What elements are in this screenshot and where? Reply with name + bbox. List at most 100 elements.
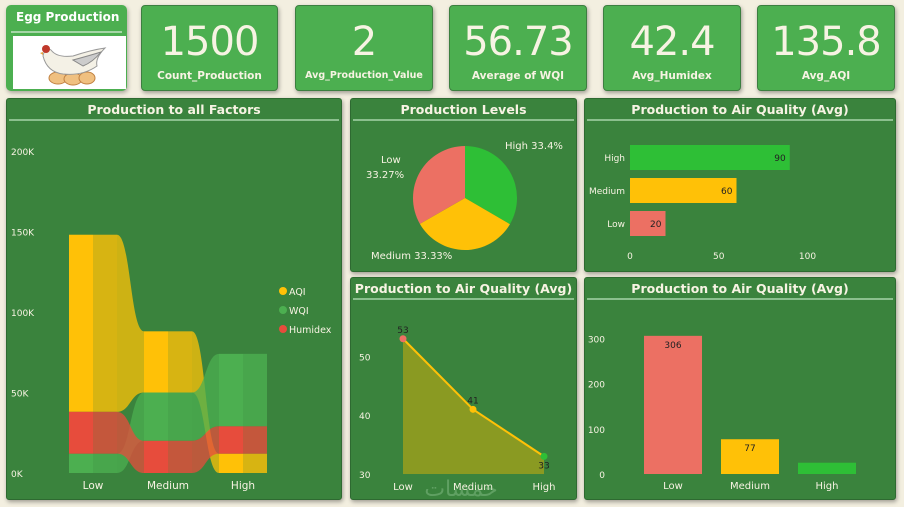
y-tick-label: High bbox=[604, 154, 625, 164]
pie-label-medium: Medium 33.33% bbox=[371, 251, 452, 262]
x-tick-label: Medium bbox=[147, 480, 189, 492]
x-tick-label: Low bbox=[83, 480, 104, 492]
line-chart: 30 40 50 53 Low 41 Medium 33 High خمسات bbox=[359, 326, 556, 502]
pie-slice-high bbox=[465, 146, 517, 225]
kpi-value: 42.4 bbox=[629, 19, 715, 65]
area-fill bbox=[403, 338, 544, 474]
chart-title: Production Levels bbox=[353, 99, 574, 121]
pie-label-low-pct: 33.27% bbox=[366, 170, 404, 181]
chart-title: Production to all Factors bbox=[9, 99, 339, 121]
bar-segment-aqi bbox=[69, 234, 93, 412]
x-tick-label: Medium bbox=[730, 481, 770, 492]
bar-segment-humidex bbox=[168, 440, 192, 473]
y-tick-label: 40 bbox=[359, 412, 371, 422]
legend-label: AQI bbox=[289, 287, 306, 298]
kpi-value: 135.8 bbox=[771, 19, 882, 65]
kpi-label: Average of WQI bbox=[471, 70, 565, 82]
hbar-chart: 90 High 60 Medium 20 Low 0 50 100 bbox=[589, 145, 816, 262]
bar-segment-humidex bbox=[93, 411, 117, 454]
ribbon-humidex bbox=[117, 411, 144, 473]
x-tick-label: 50 bbox=[713, 252, 725, 262]
column-chart: 0 100 200 300 306 Low 77 Medium High bbox=[588, 335, 856, 492]
panel-air-quality-hbar: Production to Air Quality (Avg) 90 High 60… bbox=[584, 98, 896, 272]
legend-label: WQI bbox=[289, 306, 309, 317]
hen-on-eggs-icon bbox=[13, 36, 126, 89]
ribbon-humidex bbox=[192, 426, 219, 473]
data-point bbox=[469, 405, 477, 413]
pie-chart: High 33.4% Medium 33.33% Low 33.27% bbox=[366, 141, 563, 262]
bar-high bbox=[798, 462, 856, 474]
data-point bbox=[540, 452, 548, 460]
x-tick-label: Medium bbox=[453, 482, 493, 493]
bar-segment-aqi bbox=[243, 453, 267, 473]
bar-medium bbox=[721, 439, 779, 474]
kpi-average-wqi: 56.73 Average of WQI bbox=[449, 5, 587, 91]
watermark: خمسات bbox=[424, 477, 497, 499]
chart-title: Production to Air Quality (Avg) bbox=[587, 99, 893, 121]
kpi-value: 1500 bbox=[160, 19, 260, 65]
bar-segment-humidex bbox=[69, 411, 93, 454]
panel-air-quality-line: Production to Air Quality (Avg) 30 40 50 53… bbox=[350, 277, 577, 502]
y-tick-label: 30 bbox=[359, 471, 371, 481]
bar-segment-humidex bbox=[144, 440, 168, 473]
data-label: 53 bbox=[397, 326, 408, 336]
bar-segment-wqi bbox=[69, 453, 93, 473]
title-divider bbox=[11, 31, 122, 33]
x-tick-label: 100 bbox=[799, 252, 816, 262]
chart-title: Production to Air Quality (Avg) bbox=[587, 278, 893, 300]
data-label: 306 bbox=[664, 341, 681, 351]
x-tick-label: High bbox=[231, 480, 255, 492]
data-label: 41 bbox=[467, 396, 478, 406]
kpi-value: 56.73 bbox=[463, 19, 574, 65]
y-tick-label: 300 bbox=[588, 336, 605, 346]
bar-segment-aqi bbox=[144, 331, 168, 393]
bar-segment-wqi bbox=[219, 353, 243, 427]
legend-marker bbox=[279, 306, 287, 314]
bar-medium bbox=[630, 178, 737, 203]
data-label: 60 bbox=[721, 187, 733, 197]
kpi-avg-humidex: 42.4 Avg_Humidex bbox=[603, 5, 741, 91]
kpi-label: Count_Production bbox=[157, 70, 262, 82]
ribbon-chart: 0K 50K 100K 150K 200K Low Medium High AQI WQI Humi… bbox=[11, 148, 332, 492]
bar-low bbox=[644, 335, 702, 474]
bar-segment-wqi bbox=[93, 453, 117, 473]
pie-label-high: High 33.4% bbox=[505, 141, 563, 152]
y-tick-label: 200 bbox=[588, 381, 605, 391]
x-tick-label: Low bbox=[393, 482, 413, 493]
bar-high bbox=[630, 145, 790, 170]
app-title: Egg Production bbox=[16, 10, 120, 24]
chart-title: Production to Air Quality (Avg) bbox=[353, 278, 574, 300]
legend-marker bbox=[279, 325, 287, 333]
y-tick-label: 0 bbox=[599, 471, 605, 481]
y-tick-label: 200K bbox=[11, 148, 35, 158]
y-tick-label: 0K bbox=[11, 470, 24, 480]
logo-card: Egg Production bbox=[6, 5, 127, 91]
y-tick-label: 100K bbox=[11, 309, 35, 319]
bar-segment-wqi bbox=[168, 392, 192, 441]
panel-air-quality-column: Production to Air Quality (Avg) 0 100 200 3… bbox=[584, 277, 896, 500]
y-tick-label: 50 bbox=[359, 353, 371, 363]
kpi-value: 2 bbox=[351, 19, 377, 65]
bar-segment-wqi bbox=[243, 353, 267, 427]
y-tick-label: 100 bbox=[588, 426, 605, 436]
bar-segment-humidex bbox=[219, 426, 243, 454]
x-tick-label: High bbox=[533, 482, 556, 493]
y-tick-label: 150K bbox=[11, 229, 35, 239]
legend-label: Humidex bbox=[289, 325, 332, 336]
bar-segment-aqi bbox=[168, 331, 192, 393]
x-tick-label: 0 bbox=[627, 252, 633, 262]
pie-slice-low bbox=[413, 146, 465, 224]
bar-low bbox=[630, 211, 666, 236]
bar-segment-wqi bbox=[144, 392, 168, 441]
bar-segment-aqi bbox=[93, 234, 117, 412]
kpi-count-production: 1500 Count_Production bbox=[141, 5, 278, 91]
data-label: 33 bbox=[538, 461, 549, 471]
ribbon-aqi bbox=[117, 234, 144, 412]
y-tick-label: Medium bbox=[589, 187, 625, 197]
x-tick-label: Low bbox=[663, 481, 683, 492]
kpi-avg-aqi: 135.8 Avg_AQI bbox=[757, 5, 895, 91]
bar-segment-aqi bbox=[219, 453, 243, 473]
y-tick-label: Low bbox=[607, 220, 625, 230]
data-label: 77 bbox=[744, 444, 755, 454]
kpi-avg-production-value: 2 Avg_Production_Value bbox=[295, 5, 433, 91]
